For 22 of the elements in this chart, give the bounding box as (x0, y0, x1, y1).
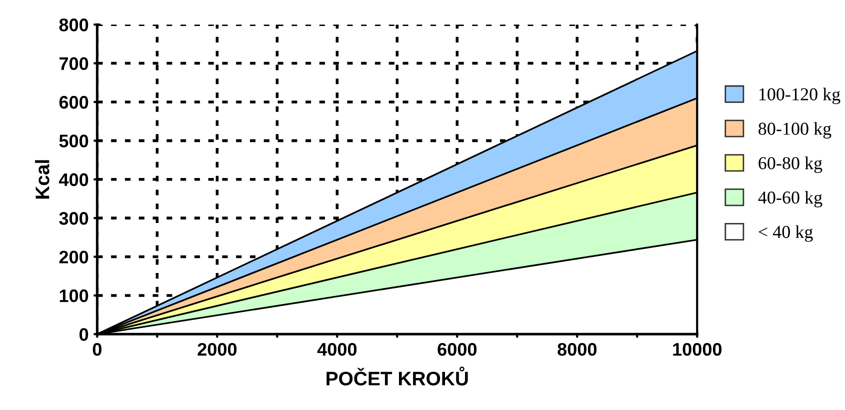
x-tick-label: 4000 (317, 342, 356, 356)
y-tick-label: 300 (59, 212, 88, 225)
y-tick-label: 700 (59, 57, 88, 70)
x-tick-label: 0 (92, 342, 102, 356)
y-tick-label: 600 (59, 96, 88, 109)
y-tick-label: 200 (59, 250, 88, 264)
legend-label: 40-60 kg (758, 190, 822, 208)
y-tick-label: 0 (80, 328, 88, 341)
legend-label: 60-80 kg (758, 156, 822, 173)
y-axis-title: Kcal (35, 160, 50, 199)
x-tick-label: 6000 (438, 342, 476, 356)
legend-label: 80-100 kg (758, 122, 832, 139)
x-tick-label: 8000 (558, 342, 596, 356)
x-tick-label: 10000 (673, 342, 722, 356)
y-tick-label: 800 (59, 18, 88, 32)
y-tick-label: 100 (60, 289, 88, 302)
y-tick-label: 500 (59, 134, 88, 148)
legend-label: 100-120 kg (759, 88, 840, 104)
y-tick-label: 400 (58, 173, 88, 186)
x-axis-title: POČET KROKŮ (326, 366, 468, 386)
text: < 40 kg (758, 225, 813, 242)
x-tick-label: 2000 (198, 342, 237, 356)
